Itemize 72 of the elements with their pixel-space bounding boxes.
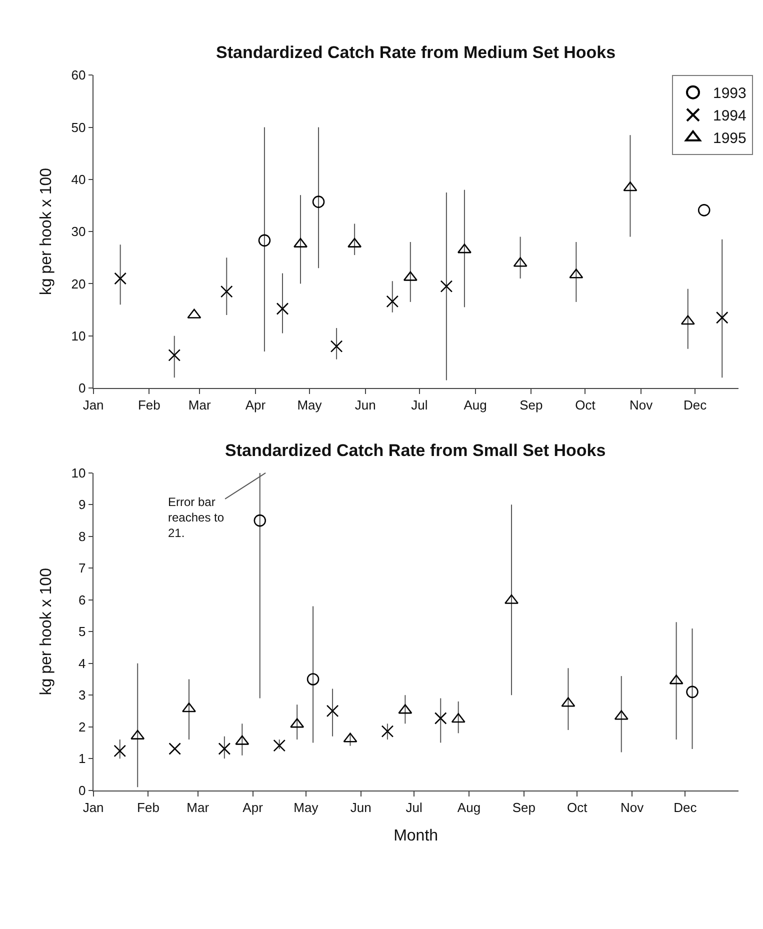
x-tick-label: Jun [354,398,376,413]
y-tick-label: 20 [71,276,86,292]
x-tick-label: Oct [575,398,596,413]
y-tick-label: 1 [78,751,86,766]
point [276,302,289,315]
x-tick-label: Sep [512,800,536,815]
x-tick-label: Dec [674,800,698,815]
point [716,311,728,324]
x-tick-label: Jan [82,800,104,815]
point [330,340,343,352]
point [326,704,339,718]
x-tick-label: Mar [186,800,210,815]
point [381,725,394,738]
y-tick-label: 40 [71,172,86,187]
y-tick-label: 3 [78,688,86,703]
y-tick-label: 7 [78,560,86,576]
y-tick-label: 9 [78,497,86,512]
legend-label: 1993 [713,85,746,102]
y-tick-label: 8 [78,528,86,544]
legend-label: 1995 [713,130,746,148]
y-tick-label: 5 [78,624,86,640]
x-tick-label: Feb [137,800,160,815]
x-tick-label: Nov [629,398,654,413]
point [114,744,126,758]
x-axis-title: Month [394,828,438,845]
x-tick-label: Jun [350,800,372,815]
point [306,673,320,686]
annotation: Error bar reaches to 21. [168,495,224,540]
point [114,272,126,285]
x-tick-label: Apr [242,800,264,815]
point [440,280,453,292]
x-tick-label: Aug [464,398,487,413]
point [220,285,233,298]
y-axis-title: kg per hook x 100 [38,168,56,296]
y-tick-label: 60 [71,68,86,83]
y-tick-label: 10 [71,328,86,344]
x-tick-label: Mar [188,398,212,413]
x-tick-label: Sep [520,398,543,413]
point [168,349,181,362]
x-tick-label: Nov [620,800,644,815]
x-tick-label: Feb [138,398,160,413]
chart-title: Standardized Catch Rate from Medium Set Hooks [216,43,616,62]
x-tick-label: Dec [684,398,708,413]
point [312,196,325,208]
point [686,686,698,698]
y-tick-label: 30 [71,224,86,240]
x-tick-label: Jul [411,398,428,413]
chart-title: Standardized Catch Rate from Small Set Hooks [225,441,606,460]
point [168,742,181,755]
y-tick-label: 0 [78,782,86,798]
point [258,234,271,247]
y-tick-label: 10 [71,465,86,480]
point [386,295,399,308]
x-tick-label: Apr [245,398,266,413]
point [434,712,447,724]
x-tick-label: Aug [457,800,481,815]
y-tick-label: 6 [78,592,86,608]
y-tick-label: 50 [71,120,86,135]
y-tick-label: 4 [78,656,86,671]
x-tick-label: Jan [82,398,104,413]
y-tick-label: 2 [78,719,86,734]
point [273,739,286,752]
x-tick-label: Jul [406,800,422,815]
point [218,742,231,755]
point [254,514,266,527]
y-axis-title: kg per hook x 100 [38,568,56,696]
legend-label: 1994 [713,108,746,125]
point [698,204,710,216]
y-tick-label: 0 [78,380,86,396]
x-tick-label: May [297,398,322,413]
x-tick-label: Oct [566,800,588,815]
x-tick-label: May [294,800,319,815]
